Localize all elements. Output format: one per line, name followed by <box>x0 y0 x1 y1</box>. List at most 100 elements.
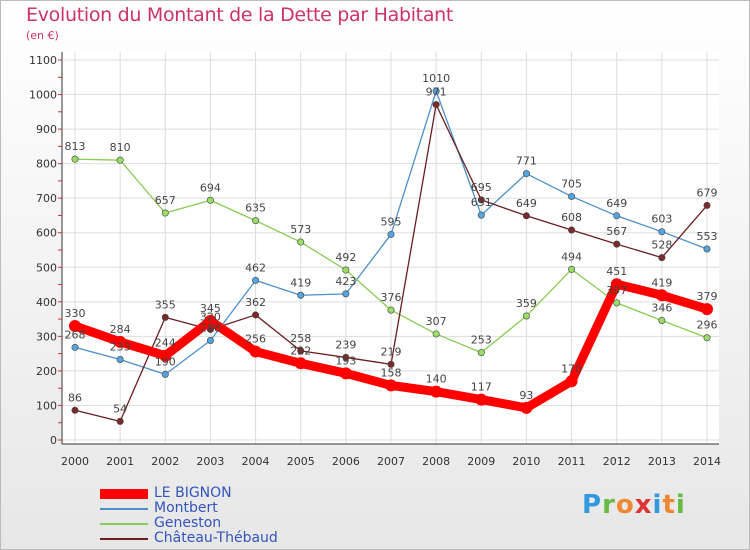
data-label: 330 <box>65 307 86 320</box>
data-label: 1010 <box>422 72 450 85</box>
data-label: 657 <box>155 194 176 207</box>
data-label: 679 <box>697 186 718 199</box>
data-label: 419 <box>651 276 672 289</box>
data-point <box>387 230 395 238</box>
data-label: 268 <box>65 328 86 341</box>
legend-item-montbert[interactable]: Montbert <box>100 501 278 516</box>
data-point <box>114 335 127 348</box>
x-tick-label: 2004 <box>242 455 270 468</box>
data-point <box>658 228 666 236</box>
data-point <box>522 312 530 320</box>
x-tick-label: 2010 <box>512 455 540 468</box>
data-label: 346 <box>651 301 672 314</box>
logo-letter: P <box>582 490 603 520</box>
data-label: 419 <box>290 276 311 289</box>
legend-swatch-geneston <box>100 522 148 525</box>
logo-letter: o <box>615 490 635 520</box>
data-label: 451 <box>606 265 627 278</box>
data-label: 695 <box>471 181 492 194</box>
data-label: 603 <box>651 213 672 226</box>
data-label: 528 <box>651 239 672 252</box>
data-point <box>387 360 395 368</box>
data-label: 573 <box>290 223 311 236</box>
logo-letter: t <box>662 490 676 520</box>
x-tick-label: 2012 <box>603 455 631 468</box>
y-tick-label: 300 <box>36 330 57 343</box>
data-point <box>432 330 440 338</box>
legend-item-le-bignon[interactable]: LE BIGNON <box>100 486 278 501</box>
data-label: 771 <box>516 155 537 168</box>
legend-label: Château-Thébaud <box>154 530 278 546</box>
data-point <box>387 306 395 314</box>
data-point <box>161 313 169 321</box>
data-label: 971 <box>426 86 447 99</box>
data-label: 93 <box>519 389 533 402</box>
data-point <box>297 347 305 355</box>
chart-title: Evolution du Montant de la Dette par Hab… <box>26 4 454 26</box>
x-tick-label: 2011 <box>558 455 586 468</box>
data-label: 595 <box>381 215 402 228</box>
data-point <box>477 349 485 357</box>
legend-label: Geneston <box>154 515 222 531</box>
data-point <box>294 357 307 370</box>
data-point <box>613 212 621 220</box>
data-label: 810 <box>110 141 131 154</box>
legend-item-geneston[interactable]: Geneston <box>100 516 278 531</box>
legend-label: Montbert <box>154 500 218 516</box>
data-label: 288 <box>200 322 221 335</box>
data-point <box>116 356 124 364</box>
data-label: 117 <box>471 381 492 394</box>
data-label: 244 <box>155 337 176 350</box>
data-point <box>159 349 172 362</box>
logo-letter: i <box>675 490 686 520</box>
data-point <box>342 353 350 361</box>
data-point <box>252 217 260 225</box>
data-label: 462 <box>245 261 266 274</box>
data-point <box>430 385 443 398</box>
x-tick-label: 2014 <box>693 455 721 468</box>
y-tick-label: 400 <box>36 296 57 309</box>
data-label: 362 <box>245 296 266 309</box>
data-point <box>610 278 623 291</box>
legend-swatch-chateau-thebaud <box>100 537 148 540</box>
y-tick-label: 0 <box>50 434 57 447</box>
x-tick-label: 2000 <box>61 455 89 468</box>
data-point <box>204 314 217 327</box>
data-point <box>252 276 260 284</box>
data-label: 379 <box>697 290 718 303</box>
legend-label: LE BIGNON <box>154 485 232 501</box>
data-point <box>116 156 124 164</box>
data-label: 320 <box>200 310 221 323</box>
data-label: 193 <box>335 354 356 367</box>
data-label: 553 <box>697 230 718 243</box>
data-point <box>342 266 350 274</box>
data-label: 233 <box>110 341 131 354</box>
x-tick-label: 2013 <box>648 455 676 468</box>
data-label: 635 <box>245 202 266 215</box>
legend-item-chateau-thebaud[interactable]: Château-Thébaud <box>100 531 278 546</box>
data-label: 694 <box>200 181 221 194</box>
logo-letter: i <box>652 490 663 520</box>
data-label: 307 <box>426 315 447 328</box>
data-point <box>71 406 79 414</box>
data-label: 649 <box>516 197 537 210</box>
data-label: 219 <box>381 345 402 358</box>
data-label: 359 <box>516 297 537 310</box>
y-tick-label: 800 <box>36 158 57 171</box>
data-point <box>342 290 350 298</box>
data-point <box>703 334 711 342</box>
data-point <box>703 201 711 209</box>
data-point <box>69 320 81 332</box>
data-point <box>249 345 262 358</box>
data-point <box>206 337 214 345</box>
x-tick-label: 2007 <box>377 455 405 468</box>
data-point <box>613 240 621 248</box>
data-label: 256 <box>245 333 266 346</box>
data-label: 649 <box>606 197 627 210</box>
data-point <box>432 101 440 109</box>
data-label: 253 <box>471 334 492 347</box>
logo-letter: x <box>634 490 653 520</box>
data-point <box>297 238 305 246</box>
data-point <box>71 155 79 163</box>
data-label: 239 <box>335 338 356 351</box>
